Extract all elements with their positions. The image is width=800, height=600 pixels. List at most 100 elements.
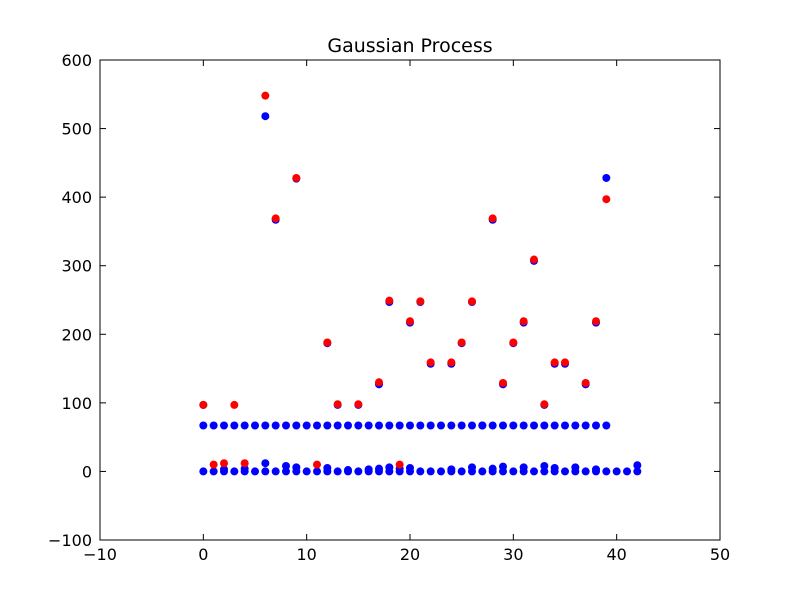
scatter-point-series-0-87 bbox=[292, 463, 301, 472]
scatter-point-series-0-46 bbox=[261, 467, 270, 476]
scatter-point-series-0-25 bbox=[457, 421, 466, 430]
scatter-point-series-0-82 bbox=[633, 467, 642, 476]
scatter-point-series-1-13 bbox=[385, 296, 394, 305]
scatter-point-series-0-83 bbox=[220, 465, 228, 474]
scatter-point-series-0-5 bbox=[251, 421, 259, 430]
scatter-point-series-0-2 bbox=[220, 421, 228, 430]
scatter-point-series-1-16 bbox=[416, 297, 425, 306]
x-tick-label: 10 bbox=[296, 545, 316, 564]
scatter-point-series-0-43 bbox=[230, 467, 239, 476]
scatter-point-series-0-73 bbox=[540, 467, 549, 476]
scatter-point-series-0-98 bbox=[499, 462, 507, 471]
scatter-point-series-0-22 bbox=[426, 421, 435, 430]
scatter-point-series-0-62 bbox=[426, 467, 435, 476]
scatter-point-series-0-28 bbox=[488, 421, 497, 430]
scatter-point-series-0-95 bbox=[447, 465, 456, 474]
scatter-point-series-0-72 bbox=[530, 467, 538, 476]
scatter-point-series-0-67 bbox=[478, 467, 487, 476]
scatter-point-series-0-6 bbox=[261, 421, 270, 430]
scatter-point-series-0-131 bbox=[602, 173, 611, 182]
scatter-point-series-0-103 bbox=[592, 465, 600, 474]
scatter-point-series-1-30 bbox=[592, 317, 600, 326]
scatter-point-series-1-24 bbox=[519, 317, 528, 326]
scatter-point-series-0-86 bbox=[282, 461, 290, 470]
chart-title: Gaussian Process bbox=[327, 35, 492, 57]
scatter-point-series-1-17 bbox=[426, 358, 435, 367]
scatter-point-series-0-21 bbox=[416, 421, 425, 430]
scatter-point-series-0-14 bbox=[344, 421, 352, 430]
scatter-point-series-1-10 bbox=[333, 400, 342, 409]
scatter-point-series-1-15 bbox=[406, 317, 414, 326]
scatter-point-series-0-94 bbox=[406, 464, 414, 472]
scatter-point-series-0-12 bbox=[323, 421, 332, 430]
scatter-point-series-1-22 bbox=[499, 378, 507, 387]
scatter-point-series-0-120 bbox=[478, 421, 487, 430]
scatter-point-series-0-4 bbox=[240, 421, 249, 430]
x-tick-label: 50 bbox=[710, 545, 730, 564]
scatter-point-series-0-91 bbox=[375, 464, 383, 473]
scatter-point-series-0-9 bbox=[292, 421, 301, 430]
scatter-point-series-1-9 bbox=[323, 338, 332, 347]
scatter-point-series-0-75 bbox=[561, 467, 569, 476]
y-tick-label: 400 bbox=[61, 188, 92, 207]
scatter-point-series-1-21 bbox=[488, 214, 497, 223]
scatter-point-series-0-100 bbox=[540, 461, 549, 470]
x-tick-label: 40 bbox=[606, 545, 626, 564]
scatter-point-series-0-51 bbox=[313, 467, 321, 476]
scatter-point-series-0-16 bbox=[364, 421, 373, 430]
scatter-point-series-0-102 bbox=[571, 463, 580, 472]
plot-marks bbox=[199, 91, 642, 476]
scatter-point-series-0-33 bbox=[540, 421, 549, 430]
scatter-point-series-0-26 bbox=[468, 421, 476, 430]
scatter-point-series-0-34 bbox=[550, 421, 559, 430]
scatter-point-series-0-45 bbox=[251, 467, 259, 476]
scatter-point-series-0-3 bbox=[230, 421, 239, 430]
scatter-point-series-0-29 bbox=[499, 421, 507, 430]
scatter-point-series-1-5 bbox=[261, 91, 270, 100]
scatter-point-series-0-92 bbox=[385, 463, 394, 472]
scatter-point-series-0-88 bbox=[323, 464, 332, 472]
scatter-point-series-0-97 bbox=[488, 464, 497, 473]
scatter-point-series-0-18 bbox=[385, 421, 394, 430]
scatter-point-series-0-10 bbox=[302, 421, 311, 430]
scatter-point-series-1-27 bbox=[550, 358, 559, 367]
y-tick-label: 100 bbox=[61, 394, 92, 413]
scatter-point-series-1-6 bbox=[271, 214, 280, 223]
scatter-point-series-1-26 bbox=[540, 400, 549, 409]
scatter-point-series-1-8 bbox=[313, 460, 321, 469]
scatter-point-series-0-96 bbox=[468, 463, 476, 472]
scatter-point-series-0-53 bbox=[333, 467, 342, 476]
x-tick-label: 20 bbox=[400, 545, 420, 564]
scatter-point-series-0-81 bbox=[623, 467, 631, 476]
scatter-point-series-0-0 bbox=[199, 421, 208, 430]
scatter-point-series-1-31 bbox=[602, 195, 611, 204]
scatter-point-series-0-55 bbox=[354, 467, 363, 476]
scatter-point-series-0-15 bbox=[354, 421, 363, 430]
scatter-point-series-0-79 bbox=[602, 467, 611, 476]
scatter-point-series-0-32 bbox=[530, 421, 538, 430]
scatter-point-series-0-90 bbox=[364, 465, 373, 474]
scatter-point-series-1-19 bbox=[457, 338, 466, 347]
scatter-point-series-0-63 bbox=[437, 467, 445, 476]
scatter-point-series-0-104 bbox=[633, 461, 642, 470]
scatter-point-series-1-18 bbox=[447, 358, 456, 367]
x-tick-label: −10 bbox=[83, 545, 117, 564]
scatter-point-series-1-12 bbox=[375, 378, 383, 387]
scatter-point-series-1-28 bbox=[561, 358, 569, 367]
scatter-point-series-0-38 bbox=[592, 421, 600, 430]
scatter-point-series-0-36 bbox=[571, 421, 580, 430]
scatter-point-series-0-37 bbox=[581, 421, 590, 430]
scatter-point-series-0-106 bbox=[261, 112, 270, 121]
scatter-point-series-1-29 bbox=[581, 378, 590, 387]
scatter-point-series-0-35 bbox=[561, 421, 569, 430]
y-tick-label: 500 bbox=[61, 120, 92, 139]
scatter-point-series-0-41 bbox=[209, 467, 218, 476]
scatter-point-series-0-1 bbox=[209, 421, 218, 430]
scatter-point-series-1-2 bbox=[220, 459, 228, 468]
scatter-point-series-1-14 bbox=[395, 460, 404, 469]
scatter-point-series-0-47 bbox=[271, 467, 280, 476]
scatter-point-series-0-99 bbox=[519, 463, 528, 472]
scatter-point-series-0-24 bbox=[447, 421, 456, 430]
